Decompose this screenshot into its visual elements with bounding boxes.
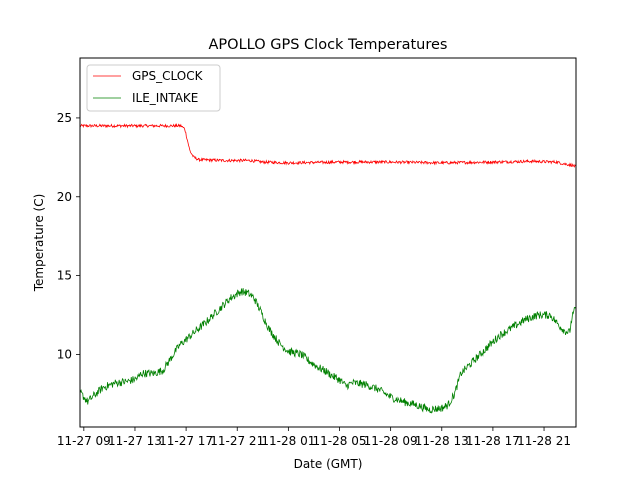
x-tick-label: 11-27 13 — [108, 434, 162, 448]
legend-box — [86, 64, 221, 112]
legend-label-ile-intake: ILE_INTAKE — [132, 91, 198, 105]
x-tick-label: 11-27 09 — [57, 434, 111, 448]
x-axis-label: Date (GMT) — [294, 457, 363, 471]
y-tick-label: 10 — [57, 347, 72, 361]
x-tick-label: 11-28 01 — [261, 434, 315, 448]
series-line-ile-intake — [80, 288, 576, 414]
plot-area — [80, 122, 576, 414]
x-tick-label: 11-28 13 — [415, 434, 469, 448]
x-tick-label: 11-28 09 — [364, 434, 418, 448]
x-tick-label: 11-28 17 — [466, 434, 520, 448]
series-group — [80, 122, 576, 414]
y-tick-label: 20 — [57, 190, 72, 204]
y-tick-label: 25 — [57, 111, 72, 125]
x-tick-label: 11-27 17 — [159, 434, 213, 448]
y-axis-ticks: 10 15 20 25 — [57, 111, 80, 361]
plot-frame — [79, 57, 577, 428]
y-axis-label: Temperature (C) — [32, 194, 46, 293]
chart-title: APOLLO GPS Clock Temperatures — [209, 37, 448, 53]
series-line-gps-clock — [80, 122, 576, 168]
legend-label-gps-clock: GPS_CLOCK — [132, 69, 204, 83]
x-tick-label: 11-28 21 — [517, 434, 571, 448]
x-tick-label: 11-28 05 — [313, 434, 367, 448]
y-tick-label: 15 — [57, 269, 72, 283]
x-tick-label: 11-27 21 — [210, 434, 264, 448]
legend: GPS_CLOCK ILE_INTAKE — [86, 64, 221, 112]
